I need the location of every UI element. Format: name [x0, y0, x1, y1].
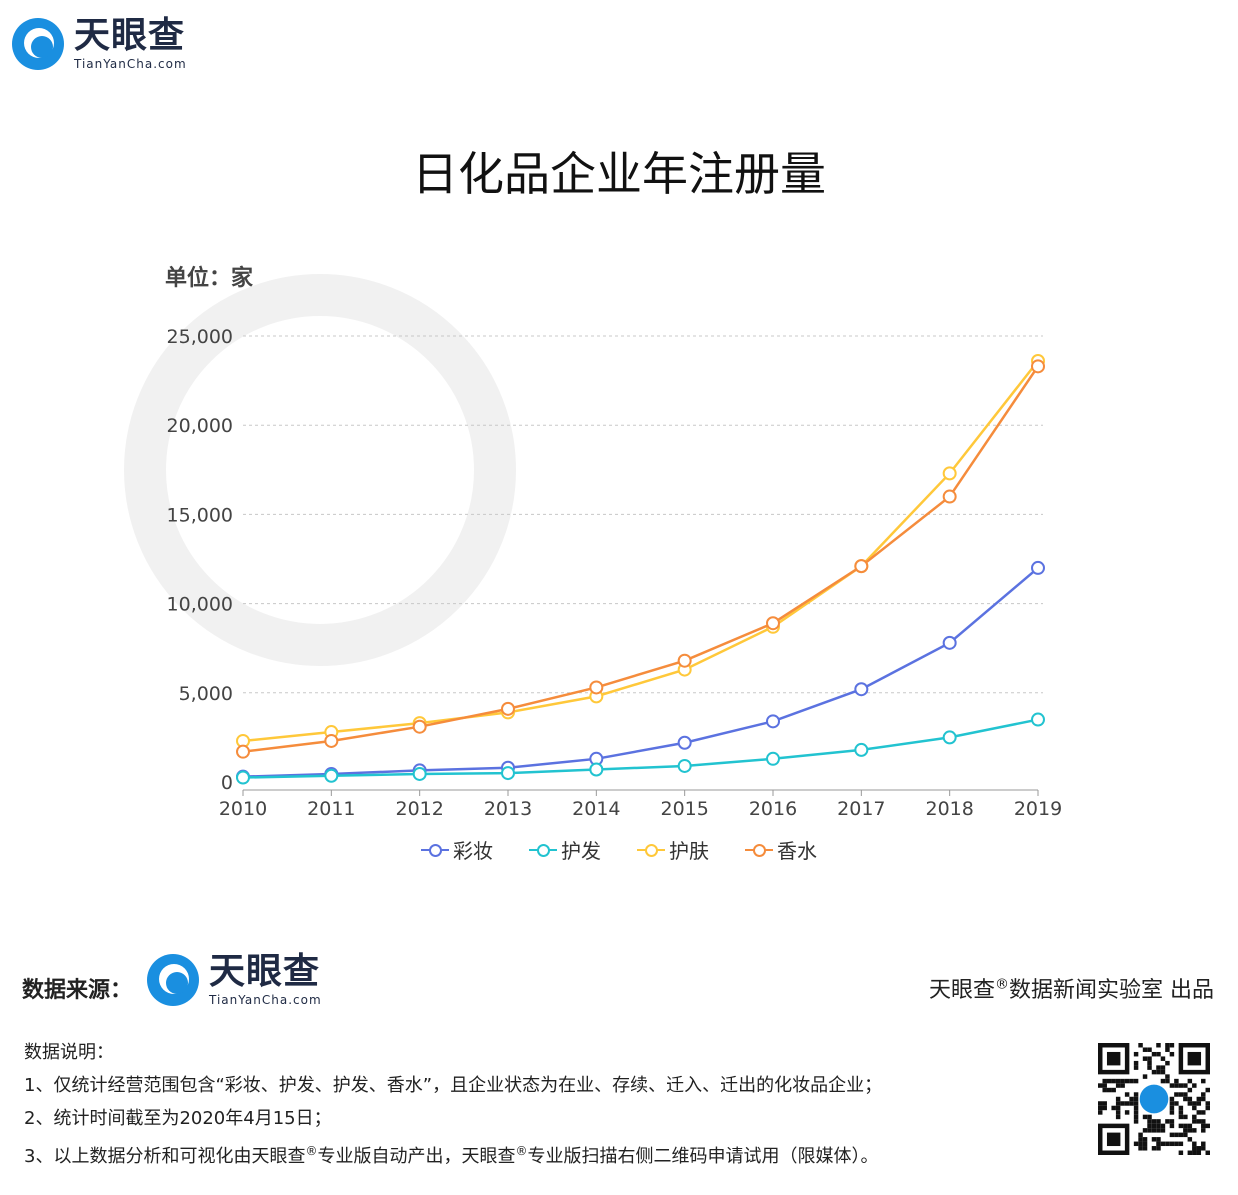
tianyancha-logo-icon	[147, 954, 199, 1006]
data-notes: 数据说明： 1、仅统计经营范围包含“彩妆、护发、护发、香水”，且企业状态为在业、…	[24, 1036, 882, 1173]
registered-mark: ®	[305, 1144, 318, 1158]
note-2: 2、统计时间截至为2020年4月15日；	[24, 1108, 332, 1129]
brand-domain: TianYanCha.com	[74, 57, 187, 71]
legend-item[interactable]: 护发	[529, 835, 601, 864]
x-tick-label: 2011	[307, 798, 355, 820]
registered-mark: ®	[515, 1144, 528, 1158]
data-point-护发	[942, 730, 957, 745]
y-axis-unit: 单位：家	[165, 266, 254, 291]
legend-label: 护发	[561, 839, 601, 863]
watermark-logo-icon	[124, 274, 516, 666]
data-point-香水	[589, 680, 604, 695]
brand-name: 天眼查	[209, 951, 321, 992]
y-tick-label: 20,000	[167, 415, 233, 437]
data-point-彩妆	[942, 635, 957, 650]
y-tick-label: 0	[221, 772, 233, 794]
producer-brand: 天眼查	[928, 978, 995, 1003]
note-3: 3、以上数据分析和可视化由天眼查®专业版自动产出，天眼查®专业版扫描右侧二维码申…	[24, 1135, 882, 1173]
x-tick-label: 2010	[219, 798, 267, 820]
series-line-护肤	[242, 360, 1039, 743]
producer-credit: 天眼查®数据新闻实验室 出品	[929, 972, 1214, 1004]
data-point-护发	[854, 742, 869, 757]
data-point-香水	[412, 719, 427, 734]
brand-domain: TianYanCha.com	[209, 993, 322, 1007]
brand-name: 天眼查	[74, 15, 186, 56]
x-tick-label: 2013	[484, 798, 532, 820]
data-point-香水	[854, 559, 869, 574]
y-tick-label: 10,000	[167, 594, 233, 616]
data-point-护发	[677, 758, 692, 773]
legend-swatch-icon	[637, 842, 665, 858]
note-3-part-c: 专业版扫描右侧二维码申请试用（限媒体）。	[527, 1146, 879, 1167]
data-point-护发	[501, 766, 515, 781]
data-point-护发	[236, 770, 250, 785]
data-point-彩妆	[677, 735, 692, 750]
chart-legend: 彩妆 护发 护肤 香水	[0, 835, 1238, 864]
data-point-护肤	[942, 466, 957, 481]
note-1: 1、仅统计经营范围包含“彩妆、护发、护发、香水”，且企业状态为在业、存续、迁入、…	[24, 1075, 883, 1096]
notes-title: 数据说明：	[24, 1042, 114, 1063]
chart-title: 日化品企业年注册量	[412, 147, 826, 201]
legend-item[interactable]: 彩妆	[421, 835, 493, 864]
x-tick-label: 2016	[749, 798, 797, 820]
x-tick-label: 2017	[837, 798, 885, 820]
data-point-香水	[766, 616, 780, 631]
data-point-护发	[324, 768, 339, 783]
data-point-护发	[1031, 712, 1045, 727]
data-point-彩妆	[854, 682, 869, 697]
data-point-香水	[1031, 359, 1045, 374]
source-brand-logo: 天眼查 TianYanCha.com	[147, 954, 322, 1006]
series-line-护发	[242, 718, 1039, 779]
data-point-护发	[766, 751, 780, 766]
x-tick-label: 2015	[660, 798, 708, 820]
legend-swatch-icon	[745, 842, 773, 858]
y-tick-label: 25,000	[167, 326, 233, 348]
brand-logo: 天眼查 TianYanCha.com	[12, 18, 187, 70]
data-point-香水	[236, 744, 250, 759]
data-point-彩妆	[1031, 560, 1045, 575]
legend-swatch-icon	[529, 842, 557, 858]
note-3-part-a: 3、以上数据分析和可视化由天眼查	[24, 1146, 306, 1167]
x-tick-label: 2014	[572, 798, 620, 820]
data-point-护发	[412, 766, 427, 781]
legend-label: 彩妆	[453, 839, 493, 863]
data-point-香水	[677, 653, 692, 668]
x-tick-label: 2018	[925, 798, 973, 820]
data-point-香水	[324, 733, 339, 748]
legend-item[interactable]: 香水	[745, 835, 817, 864]
x-tick-label: 2012	[395, 798, 443, 820]
tianyancha-logo-icon	[12, 18, 64, 70]
legend-swatch-icon	[421, 842, 449, 858]
series-line-香水	[242, 365, 1040, 753]
data-point-香水	[501, 701, 515, 716]
series-line-彩妆	[242, 566, 1039, 778]
data-point-护发	[589, 762, 604, 777]
x-tick-label: 2019	[1014, 798, 1062, 820]
legend-label: 护肤	[669, 839, 709, 863]
y-tick-label: 5,000	[179, 683, 233, 705]
data-point-香水	[942, 489, 957, 504]
data-point-彩妆	[766, 714, 780, 729]
legend-item[interactable]: 护肤	[637, 835, 709, 864]
registered-mark: ®	[995, 976, 1009, 993]
note-3-part-b: 专业版自动产出，天眼查	[317, 1146, 516, 1167]
producer-lab: 数据新闻实验室 出品	[1009, 978, 1214, 1003]
legend-label: 香水	[777, 839, 817, 863]
source-label: 数据来源：	[22, 978, 133, 1003]
qr-code-icon[interactable]	[1098, 1043, 1210, 1155]
y-tick-label: 15,000	[167, 504, 233, 526]
